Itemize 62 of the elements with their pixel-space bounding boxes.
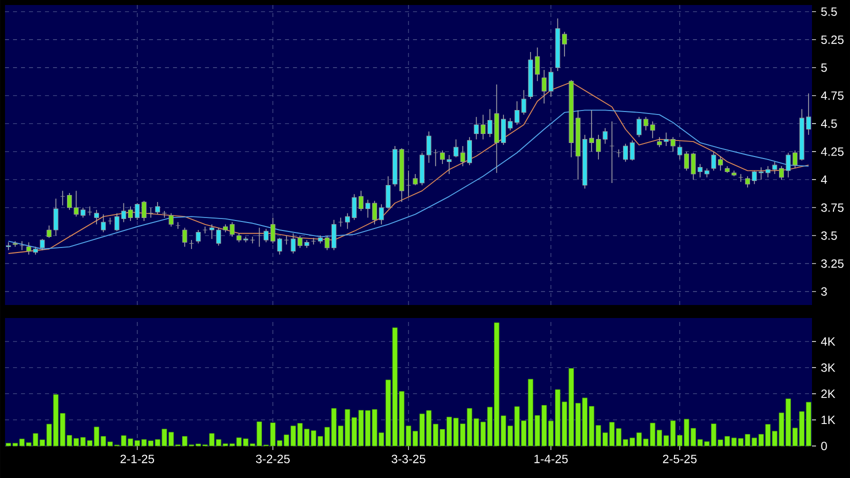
candlestick	[548, 67, 554, 98]
candlestick	[26, 242, 32, 256]
y-tick-label: 3.25	[821, 259, 844, 268]
x-tick-label: 3-2-25	[256, 454, 290, 464]
candlestick	[128, 206, 133, 222]
y-tick-label: 3	[821, 287, 827, 296]
candlestick	[155, 202, 160, 215]
candlestick	[94, 209, 99, 225]
candlestick	[53, 198, 58, 236]
candlestick	[264, 228, 269, 243]
candlestick	[182, 227, 188, 248]
candlestick	[108, 217, 113, 225]
candlestick	[6, 242, 11, 251]
y-tick-label: 1K	[822, 416, 836, 424]
candlestick	[46, 225, 52, 238]
candlestick	[298, 235, 302, 248]
x-tick-label: 2-5-25	[663, 454, 697, 464]
candlestick	[378, 204, 384, 225]
candlestick	[134, 202, 140, 220]
y-tick-label: 0	[821, 442, 827, 450]
candlestick	[521, 90, 526, 116]
candlestick	[100, 214, 106, 233]
candlestick	[534, 47, 540, 82]
candlestick	[290, 232, 296, 254]
candlestick	[542, 70, 547, 104]
y-tick-label: 3.5	[821, 231, 837, 240]
y-tick-label: 4K	[820, 337, 836, 346]
y-tick-label: 5.25	[821, 35, 844, 44]
candlestick	[196, 230, 201, 244]
y-tick-label: 5	[821, 63, 827, 72]
candlestick	[779, 166, 784, 180]
candlestick	[636, 116, 642, 138]
y-tick-label: 4.25	[820, 147, 844, 156]
candlestick	[386, 176, 391, 210]
y-tick-label: 3K	[821, 363, 836, 372]
candlestick	[562, 31, 567, 57]
candlestick	[718, 156, 723, 172]
y-tick-label: 4	[820, 175, 828, 184]
candlestick	[623, 143, 628, 162]
candlestick	[331, 220, 336, 251]
candlestick	[630, 140, 635, 161]
y-tick-label: 3.75	[821, 203, 844, 212]
candlestick	[514, 100, 520, 126]
x-tick-label: 1-4-25	[534, 454, 568, 464]
candlestick	[454, 138, 458, 158]
candlestick	[670, 136, 676, 152]
y-tick-label: 5.5	[821, 8, 837, 16]
candlestick	[80, 207, 86, 218]
y-tick-label: 4.75	[820, 91, 844, 100]
candlestick	[358, 190, 364, 212]
candlestick	[345, 212, 350, 230]
candlestick	[745, 176, 750, 188]
candlestick	[426, 131, 432, 164]
x-tick-label: 3-3-25	[392, 454, 426, 464]
candlestick	[40, 238, 45, 251]
candlestick	[142, 200, 146, 222]
candlestick	[352, 194, 357, 220]
candlestick	[711, 151, 716, 172]
y-tick-label: 2K	[821, 390, 836, 398]
x-tick-label: 2-1-25	[120, 454, 154, 464]
candlestick	[168, 212, 174, 228]
y-tick-label: 4.5	[820, 119, 837, 128]
